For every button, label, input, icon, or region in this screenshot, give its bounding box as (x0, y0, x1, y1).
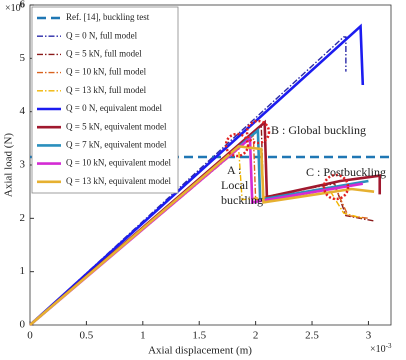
annotation-circles (224, 119, 350, 201)
legend-label: Q = 5 kN, full model (66, 48, 142, 58)
legend-label: Q = 13 kN, full model (66, 85, 147, 95)
legend-label: Q = 10 kN, equivalent model (66, 158, 172, 168)
plot-area (29, 4, 392, 326)
legend-label: Q = 7 kN, equivalent model (66, 139, 167, 149)
legend-label: Q = 0 N, full model (66, 30, 138, 40)
circle-c (322, 173, 350, 201)
y-axis-label: Axial load (N) (3, 133, 15, 197)
annotation: A : (227, 163, 241, 177)
x-tick-label: 2.5 (305, 330, 319, 342)
y-tick-label: 1 (20, 265, 26, 277)
y-tick-label: 0 (20, 319, 26, 331)
x-tick-label: 1 (140, 330, 146, 342)
legend-label: Q = 0 N, equivalent model (66, 103, 163, 113)
legend-box (31, 6, 179, 194)
series-line (29, 144, 375, 326)
legend-label: Q = 10 kN, full model (66, 67, 147, 77)
x-multiplier-exponent: -3 (386, 342, 392, 350)
y-tick-label: 5 (20, 52, 26, 64)
y-multiplier-base: ×10 (5, 3, 21, 14)
legend-label: Q = 13 kN, equivalent model (66, 176, 172, 186)
x-multiplier: ×10-3 (370, 342, 392, 356)
y-tick-label: 6 (20, 0, 26, 11)
x-multiplier-base: ×10 (370, 344, 386, 355)
x-tick-label: 3 (366, 330, 372, 342)
legend-label: Ref. [14], buckling test (66, 12, 150, 22)
y-tick-label: 2 (20, 212, 26, 224)
legend-label: Q = 5 kN, equivalent model (66, 121, 167, 131)
y-tick-label: 3 (20, 159, 26, 171)
x-tick-label: 0.5 (80, 330, 94, 342)
x-tick-label: 1.5 (192, 330, 206, 342)
annotation: buckling (221, 193, 263, 207)
y-multiplier-exponent: 6 (21, 1, 25, 9)
circle-b (245, 119, 271, 145)
y-multiplier: ×106 (5, 1, 25, 15)
x-axis-label: Axial displacement (m) (148, 345, 252, 357)
x-tick-label: 0 (27, 330, 33, 342)
series-line (29, 23, 365, 326)
legend: Ref. [14], buckling test Q = 0 N, full mo… (31, 6, 179, 194)
circle-a (224, 132, 250, 158)
x-tick-label: 2 (253, 330, 259, 342)
annotation: Local (221, 178, 249, 192)
annotation: C : Postbuckling (306, 165, 386, 179)
annotation: B : Global buckling (271, 123, 366, 137)
series-line (29, 36, 347, 326)
y-tick-label: 4 (20, 105, 26, 117)
